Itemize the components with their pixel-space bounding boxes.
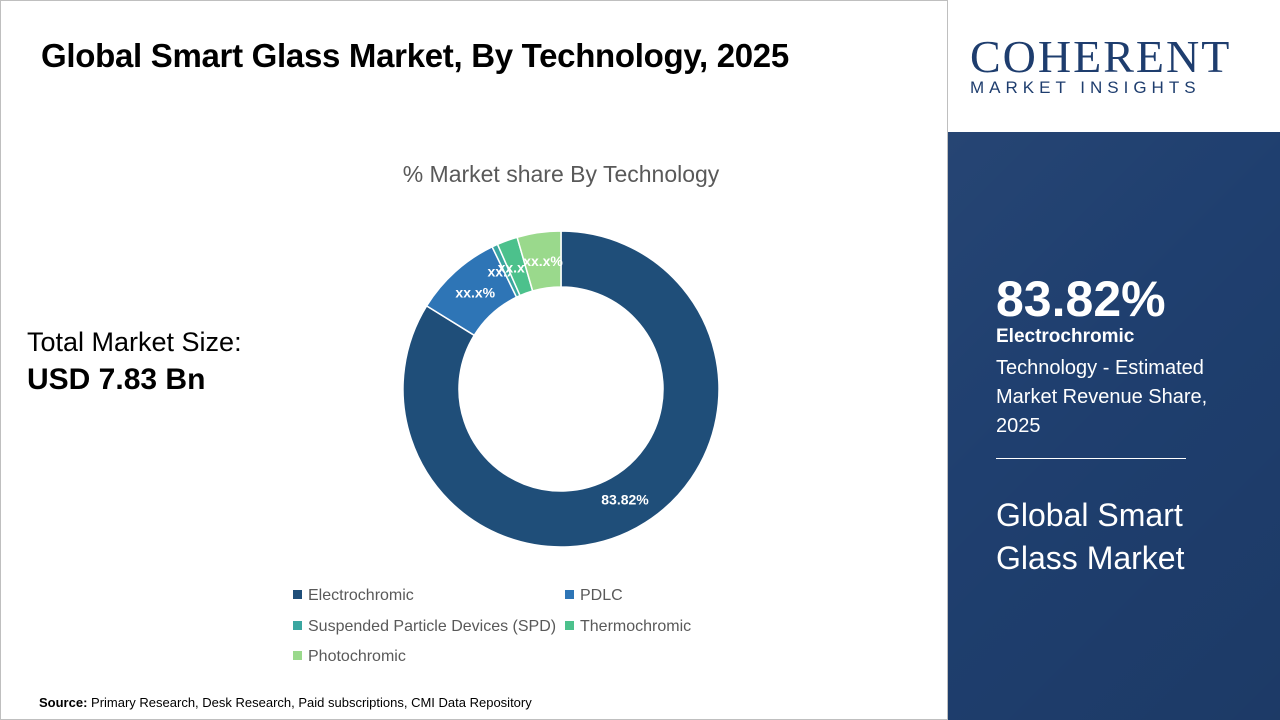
brand-logo: COHERENT MARKET INSIGHTS [948, 0, 1280, 132]
main-panel: Global Smart Glass Market, By Technology… [0, 0, 948, 720]
data-label-1: xx.x% [455, 285, 495, 301]
market-name: Global Smart Glass Market [996, 497, 1185, 576]
legend-label: Electrochromic [308, 587, 414, 604]
chart-legend: Electrochromic PDLC Suspended Particle Dev… [293, 587, 773, 683]
legend-swatch [293, 590, 302, 599]
legend-item: Photochromic [293, 648, 406, 666]
logo-tagline: MARKET INSIGHTS [970, 78, 1201, 97]
slice-photochromic [516, 230, 562, 292]
market-size-label: Total Market Size: [27, 327, 242, 357]
panel-background [948, 132, 1280, 720]
logo-wordmark: COHERENT [970, 31, 1232, 82]
legend-item: Electrochromic [293, 587, 414, 605]
page-title: Global Smart Glass Market, By Technology… [41, 37, 789, 74]
legend-item: Suspended Particle Devices (SPD) [293, 618, 556, 636]
source-text: Primary Research, Desk Research, Paid su… [91, 695, 532, 710]
legend-label: PDLC [580, 587, 623, 604]
data-label-4: xx.x% [523, 253, 563, 269]
divider [996, 458, 1186, 459]
highlight-segment: Electrochromic [996, 326, 1135, 347]
market-size-value: USD 7.83 Bn [27, 363, 206, 396]
donut-chart: 83.82%xx.x%xx.x%xx.x%xx.x% [402, 230, 720, 548]
legend-label: Thermochromic [580, 618, 692, 635]
legend-swatch [565, 590, 574, 599]
source-label: Source: [39, 695, 88, 710]
highlight-panel: 83.82% Electrochromic Technology - Estim… [948, 132, 1280, 720]
legend-item: Thermochromic [565, 618, 691, 636]
highlight-stat: 83.82% [996, 271, 1166, 327]
legend-item: PDLC [565, 587, 623, 605]
source-note: Source: Primary Research, Desk Research,… [39, 695, 532, 710]
slice-electrochromic [402, 230, 720, 548]
legend-label: Photochromic [308, 648, 406, 665]
data-label-0: 83.82% [601, 492, 649, 508]
legend-label: Suspended Particle Devices (SPD) [308, 618, 557, 635]
legend-swatch [565, 621, 574, 630]
legend-swatch [293, 621, 302, 630]
legend-swatch [293, 651, 302, 660]
chart-title: % Market share By Technology [402, 161, 720, 187]
highlight-description: Technology - Estimated Market Revenue Sh… [996, 357, 1208, 437]
